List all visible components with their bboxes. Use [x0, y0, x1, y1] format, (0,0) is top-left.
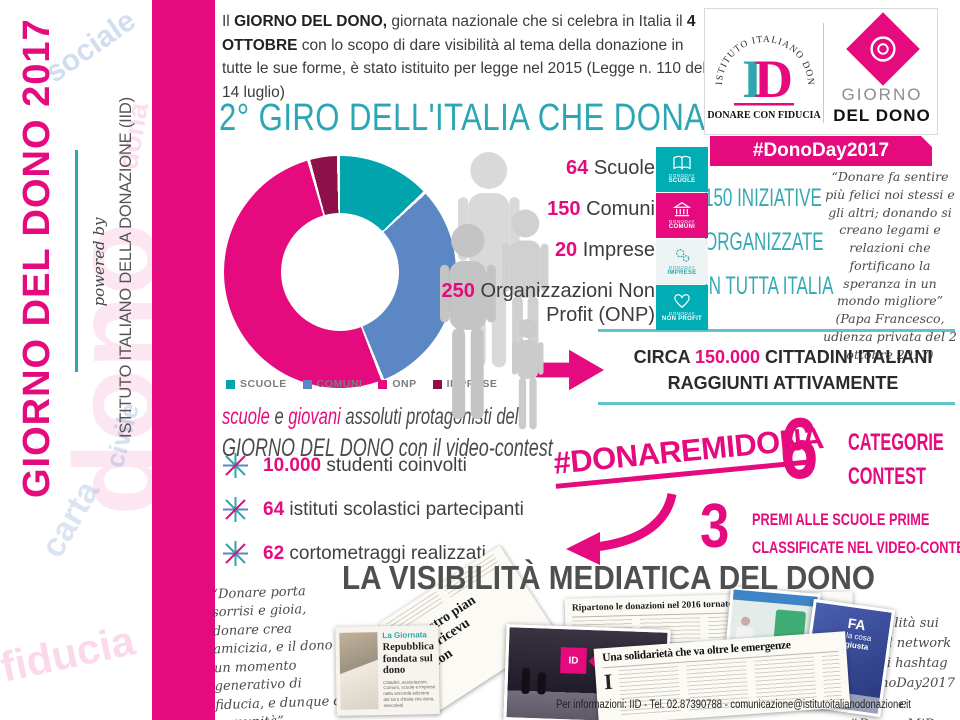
quote-text: “Donare fa sentire più felici noi stessi… [825, 169, 955, 309]
bullet-istituti: 64 istituti scolastici partecipanti [222, 496, 524, 523]
legend-swatch [378, 379, 388, 389]
donoday-hashtag: #DonoDay2017 [752, 140, 890, 161]
clipping-photo [339, 632, 379, 710]
bank-icon [672, 202, 692, 217]
iid-tagline: DONARE CON FIDUCIA [707, 110, 821, 121]
tile-non-profit: DONODAY NON PROFIT [656, 285, 708, 330]
logo-divider [823, 23, 824, 123]
clipping-headline: Repubblica fondata sul dono [382, 641, 435, 677]
ribbon-fold [921, 136, 932, 147]
iniziative-block: 150 INIZIATIVE ORGANIZZATE IN TUTTA ITAL… [704, 176, 833, 308]
teal-rule-bottom [598, 402, 955, 405]
tv-text: giusta [844, 639, 869, 652]
legend-item-comuni: COMUNI [302, 378, 363, 390]
intro-paragraph: Il GIORNO DEL DONO, giornata nazionale c… [222, 10, 709, 104]
silhouette [521, 667, 531, 694]
teal-rule-top [598, 329, 955, 332]
legend-swatch [432, 379, 442, 389]
logo-box: ISTITUTO ITALIANO DONAZIONE I D DONARE C… [704, 2, 938, 135]
reach-number: 150.000 [694, 347, 761, 367]
iid-logo: ISTITUTO ITALIANO DONAZIONE I D DONARE C… [705, 2, 821, 121]
six-number: 6 [780, 401, 819, 497]
papa-francesco-quote: “Donare fa sentire più felici noi stessi… [822, 168, 958, 363]
tile-scuole: DONODAY SCUOLE [656, 147, 708, 192]
page-title: 2° GIRO DELL'ITALIA CHE DONA [219, 97, 706, 139]
legend-swatch [302, 379, 312, 389]
clipping-body: Cittadini, associazioni, Comuni, scuole … [383, 678, 436, 709]
donoday-ribbon: #DonoDay2017 [710, 136, 932, 166]
quote-attribution: (Papa Francesco, udienza privata del 2 o… [823, 311, 957, 362]
tile-imprese: DONODAY IMPRESE [656, 239, 708, 284]
watermark-word: fiducia [0, 616, 139, 691]
gears-icon [676, 249, 690, 262]
stat-comuni: 150 Comuni [547, 198, 655, 220]
star-bullet-icon [223, 497, 248, 522]
id-logo-panel: ID [560, 647, 587, 674]
heart-icon [674, 294, 690, 309]
iniziative-line: ORGANIZZATE [704, 228, 824, 256]
book-icon [673, 155, 691, 170]
donoday-tiles: DONODAY SCUOLE DONODAY COMUNI DONODAY IM… [656, 147, 708, 331]
iniziative-line: IN TUTTA ITALIA [704, 272, 834, 300]
sidebar-divider-line [75, 150, 78, 372]
stat-onp: 250 Organizzazioni Non Profit (ONP) [441, 280, 655, 326]
star-bullet-icon [223, 453, 248, 478]
three-number: 3 [700, 492, 730, 561]
intro-text: con lo scopo di dare visibilità al tema … [222, 36, 706, 101]
silhouette [537, 672, 547, 695]
contest-bullets: 10.000 studenti coinvolti 64 istituti sc… [222, 452, 524, 567]
media-section-title: LA VISIBILITÀ MEDIATICA DEL DONO [342, 559, 875, 596]
participation-stats: 64 Scuole 150 Comuni 20 Imprese 250 Orga… [425, 156, 655, 344]
intro-bold-date: 4 OTTOBRE [222, 13, 696, 54]
stat-imprese: 20 Imprese [554, 239, 655, 261]
sidebar-title: GIORNO DEL DONO 2017 [16, 18, 58, 498]
intro-text: Il [222, 13, 235, 30]
bullet-cortometraggi: 62 cortometraggi realizzati [222, 540, 524, 567]
legend-swatch [226, 379, 235, 389]
footer-contact: Per informazioni: IID - Tel. 02.87390788… [556, 699, 911, 711]
powered-by-label: powered by [90, 217, 108, 307]
donut-chart-hole [281, 213, 399, 331]
contest-intro: scuole e giovani assoluti protagonisti d… [222, 403, 553, 462]
reach-statement: CIRCA 150.000 CITTADINI ITALIANI RAGGIUN… [633, 347, 933, 394]
legend-item-onp: ONP [378, 378, 416, 390]
curved-arrow-icon [566, 492, 677, 565]
magenta-side-bar [152, 0, 215, 720]
quote-text: “Donare porta sorrisi e gioia, donare cr… [211, 584, 346, 720]
del-dono-label: DEL DONO [833, 106, 931, 125]
intro-text: giornata nazionale che si celebra in Ita… [387, 13, 687, 30]
star-bullet-icon [223, 541, 248, 566]
giorno-del-dono-logo-icon [846, 12, 920, 86]
clipping-kicker: La Giornata [382, 630, 427, 641]
giorno-label: GIORNO [841, 85, 923, 104]
iid-letter-d: D [754, 49, 793, 109]
mattarella-quote: “Donare porta sorrisi e gioia, donare cr… [211, 582, 349, 720]
bullet-studenti: 10.000 studenti coinvolti [222, 452, 524, 479]
legend-item-scuole: SCUOLE [226, 378, 287, 390]
six-label: CATEGORIE CONTEST [848, 429, 944, 490]
tile-comuni: DONODAY COMUNI [656, 193, 708, 238]
iid-letter-i: I [742, 49, 763, 109]
sidebar-organization: ISTITUTO ITALIANO DELLA DONAZIONE (IID) [117, 97, 135, 438]
three-label: PREMI ALLE SCUOLE PRIME CLASSIFICATE NEL… [752, 510, 960, 557]
stat-scuole: 64 Scuole [566, 157, 655, 179]
intro-bold-giorno: GIORNO DEL DONO, [234, 13, 388, 30]
clipping-la-giornata: La Giornata Repubblica fondata sul dono … [335, 625, 440, 716]
iniziative-line: 150 INIZIATIVE [704, 184, 822, 212]
